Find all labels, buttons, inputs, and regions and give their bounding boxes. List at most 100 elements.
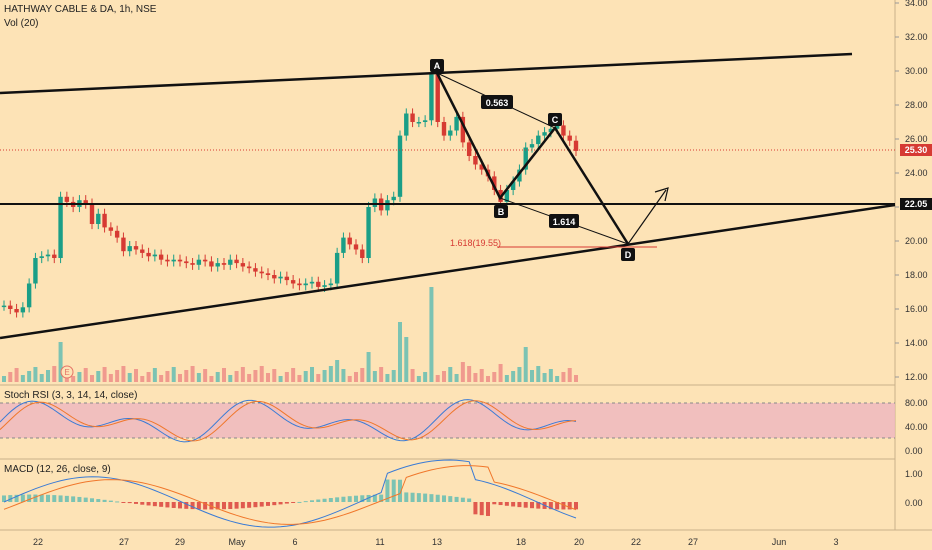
candle-body[interactable]	[240, 263, 246, 267]
candle-body[interactable]	[561, 125, 566, 136]
candle-body[interactable]	[114, 230, 120, 238]
candle-body[interactable]	[435, 74, 440, 122]
candle-body[interactable]	[322, 285, 327, 287]
candle-body[interactable]	[26, 283, 32, 308]
candle-body[interactable]	[567, 135, 572, 141]
candle-body[interactable]	[20, 307, 26, 313]
candle-body[interactable]	[334, 252, 340, 284]
candle-body[interactable]	[504, 190, 510, 202]
candle-body[interactable]	[479, 164, 484, 170]
candle-body[interactable]	[171, 259, 176, 262]
candle-body[interactable]	[83, 200, 88, 204]
symbol-title[interactable]: HATHWAY CABLE & DA, 1h, NSE	[4, 4, 157, 15]
candle-body[interactable]	[202, 259, 208, 262]
candle-body[interactable]	[127, 246, 132, 252]
volume-legend[interactable]: Vol (20)	[4, 18, 38, 29]
candle-body[interactable]	[448, 130, 453, 136]
candle-body[interactable]	[102, 213, 107, 228]
candle-body[interactable]	[165, 259, 170, 262]
candle-body[interactable]	[108, 227, 114, 231]
candle-body[interactable]	[58, 196, 63, 258]
candle-body[interactable]	[221, 263, 227, 265]
candle-body[interactable]	[441, 122, 447, 136]
candle-body[interactable]	[265, 273, 271, 275]
candle-body[interactable]	[278, 276, 283, 279]
candle-body[interactable]	[303, 283, 308, 286]
candle-body[interactable]	[422, 120, 428, 122]
candle-body[interactable]	[290, 280, 296, 284]
candle-body[interactable]	[529, 144, 535, 148]
stoch-rsi-label[interactable]: Stoch RSI (3, 3, 14, 14, close)	[4, 390, 137, 401]
candle-body[interactable]	[209, 261, 214, 267]
candle-body[interactable]	[39, 256, 44, 258]
pattern-point-b[interactable]: B	[494, 205, 508, 218]
candle-body[interactable]	[353, 244, 359, 250]
macd-label[interactable]: MACD (12, 26, close, 9)	[4, 464, 111, 475]
candle-body[interactable]	[554, 125, 560, 129]
candle-body[interactable]	[14, 309, 19, 313]
candle-body[interactable]	[510, 181, 516, 191]
candle-body[interactable]	[234, 259, 239, 264]
candle-body[interactable]	[341, 237, 346, 253]
candle-body[interactable]	[328, 283, 334, 286]
lower-trend-line[interactable]	[0, 203, 896, 340]
candle-body[interactable]	[372, 198, 378, 208]
candle-body[interactable]	[429, 74, 434, 121]
candle-body[interactable]	[190, 263, 195, 265]
candle-body[interactable]	[146, 252, 151, 257]
candle-body[interactable]	[177, 259, 183, 262]
candle-body[interactable]	[253, 268, 258, 272]
candle-body[interactable]	[391, 196, 396, 201]
candle-body[interactable]	[133, 246, 139, 250]
candle-body[interactable]	[347, 237, 352, 245]
candle-body[interactable]	[366, 207, 371, 258]
candle-body[interactable]	[8, 305, 13, 309]
candle-body[interactable]	[460, 116, 466, 143]
candle-body[interactable]	[140, 249, 145, 253]
candle-body[interactable]	[246, 266, 252, 269]
candle-body[interactable]	[397, 135, 403, 197]
candle-body[interactable]	[228, 259, 233, 265]
candle-body[interactable]	[385, 200, 390, 211]
candle-body[interactable]	[52, 254, 57, 258]
candle-body[interactable]	[410, 113, 415, 123]
candle-body[interactable]	[259, 271, 264, 274]
candle-body[interactable]	[64, 196, 70, 202]
candle-body[interactable]	[573, 140, 579, 151]
candle-body[interactable]	[473, 156, 478, 165]
candle-body[interactable]	[284, 276, 290, 281]
candle-body[interactable]	[33, 258, 38, 284]
harmonic-pattern-legs[interactable]	[435, 72, 630, 245]
candle-body[interactable]	[454, 116, 459, 131]
candle-body[interactable]	[466, 142, 472, 156]
candle-body[interactable]	[404, 113, 409, 136]
time-axis[interactable]: 22 27 29 May 6 11 13 18 20 22 27 Jun 3	[33, 537, 839, 547]
candle-body[interactable]	[89, 203, 95, 224]
candle-body[interactable]	[184, 261, 189, 264]
candle-body[interactable]	[517, 169, 522, 182]
upper-channel-line[interactable]	[0, 52, 853, 95]
candle-body[interactable]	[542, 132, 547, 136]
pattern-point-d[interactable]: D	[621, 248, 635, 261]
candle-body[interactable]	[196, 259, 202, 265]
candle-body[interactable]	[316, 281, 321, 287]
candle-body[interactable]	[416, 122, 422, 124]
candle-body[interactable]	[96, 213, 101, 224]
event-marker[interactable]: E	[60, 365, 74, 379]
candle-body[interactable]	[309, 281, 315, 284]
candle-body[interactable]	[297, 283, 302, 286]
candle-body[interactable]	[548, 128, 554, 133]
candle-body[interactable]	[272, 275, 277, 279]
candle-body[interactable]	[152, 254, 158, 257]
candle-body[interactable]	[158, 254, 164, 260]
pattern-point-c[interactable]: C	[548, 113, 562, 126]
candle-body[interactable]	[45, 254, 51, 257]
candle-body[interactable]	[215, 263, 220, 267]
candle-body[interactable]	[1, 305, 7, 308]
candle-body[interactable]	[492, 176, 497, 190]
candle-body[interactable]	[121, 237, 126, 252]
candle-body[interactable]	[360, 249, 365, 259]
pattern-point-a[interactable]: A	[430, 59, 444, 72]
candle-body[interactable]	[536, 135, 541, 145]
candle-body[interactable]	[523, 147, 528, 170]
